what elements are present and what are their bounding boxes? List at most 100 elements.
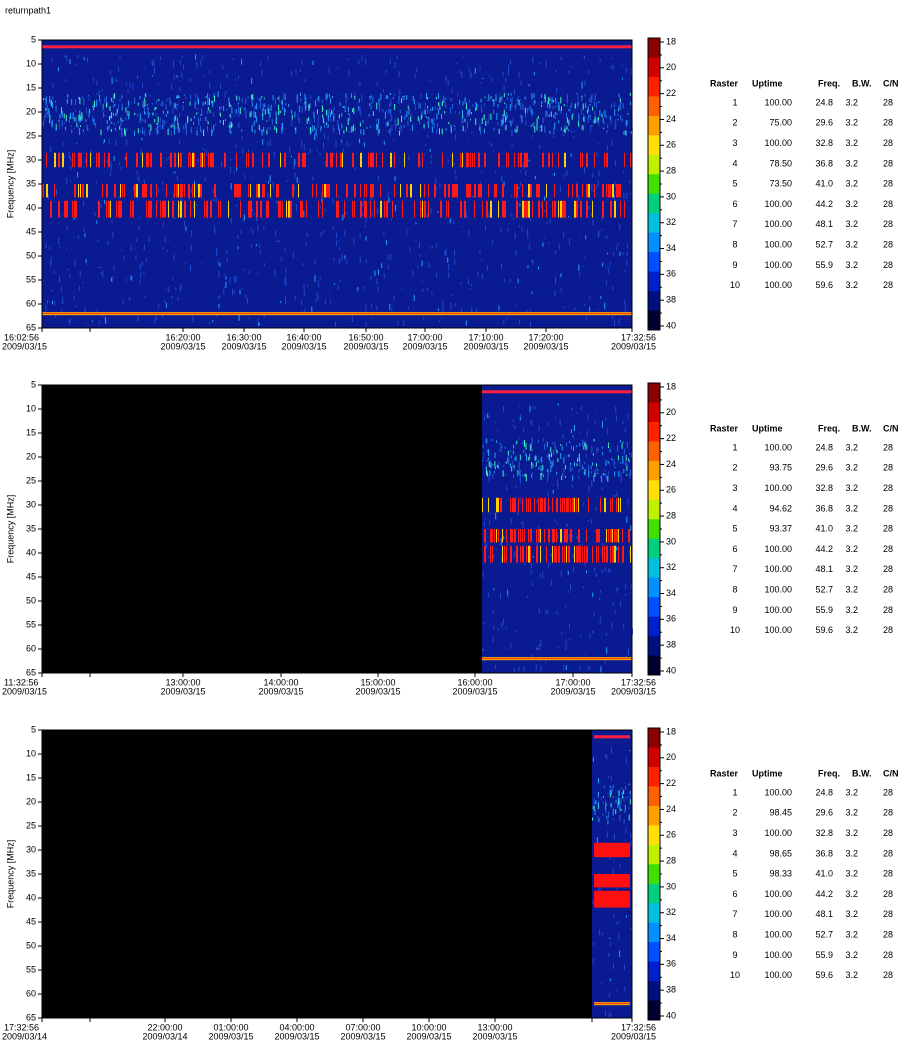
texture <box>608 568 610 573</box>
texture <box>625 757 627 764</box>
table-cell: 3.2 <box>845 97 858 107</box>
texture <box>606 145 608 151</box>
texture <box>139 118 141 120</box>
texture <box>450 302 452 310</box>
texture <box>164 300 166 303</box>
texture <box>229 277 231 284</box>
band <box>428 200 429 218</box>
texture <box>388 108 390 114</box>
texture <box>110 171 111 177</box>
band <box>96 152 97 168</box>
texture <box>615 799 617 803</box>
table-cell: 3.2 <box>845 158 858 168</box>
texture <box>303 143 305 151</box>
texture <box>437 211 439 213</box>
texture <box>260 129 262 131</box>
colorbar-segment <box>648 232 660 253</box>
texture <box>628 460 630 463</box>
texture <box>383 89 384 93</box>
texture <box>557 646 559 649</box>
texture <box>88 108 90 114</box>
y-tick-label: 60 <box>26 298 36 308</box>
band <box>556 497 558 513</box>
texture <box>238 122 240 129</box>
texture <box>496 464 498 468</box>
texture <box>523 665 525 672</box>
texture <box>522 76 523 78</box>
texture <box>330 299 331 301</box>
texture <box>507 457 509 463</box>
texture <box>614 124 616 130</box>
texture <box>79 120 81 124</box>
band <box>444 184 446 198</box>
texture <box>538 525 540 529</box>
band <box>582 152 583 168</box>
y-tick-label: 10 <box>26 58 36 68</box>
band <box>500 497 502 513</box>
texture <box>613 103 615 108</box>
texture <box>489 460 491 466</box>
band <box>342 152 343 168</box>
texture <box>310 95 312 99</box>
band <box>454 184 456 198</box>
texture <box>201 108 203 116</box>
texture <box>178 127 180 133</box>
texture <box>80 125 81 127</box>
table-cell: 28 <box>883 584 893 594</box>
table-cell: 3.2 <box>845 828 858 838</box>
texture <box>628 783 630 785</box>
texture <box>52 119 54 125</box>
texture <box>601 421 603 428</box>
texture <box>232 288 233 295</box>
texture <box>625 122 627 128</box>
band <box>360 184 361 198</box>
texture <box>324 132 325 139</box>
texture <box>557 403 559 406</box>
texture <box>531 472 533 474</box>
texture <box>374 270 376 277</box>
texture <box>47 111 49 118</box>
band <box>568 545 570 563</box>
texture <box>268 109 270 115</box>
texture <box>588 464 590 471</box>
texture <box>347 58 349 61</box>
texture <box>471 131 473 134</box>
band <box>526 497 527 513</box>
band <box>608 529 609 543</box>
band <box>492 529 493 543</box>
texture <box>59 117 61 120</box>
texture <box>256 141 258 143</box>
texture <box>513 465 515 469</box>
band <box>470 184 471 198</box>
texture <box>602 112 604 114</box>
texture <box>162 221 164 227</box>
texture <box>309 148 311 154</box>
texture <box>285 280 287 286</box>
texture <box>299 180 301 184</box>
texture <box>444 111 446 114</box>
texture <box>465 211 467 218</box>
band <box>488 497 489 513</box>
texture <box>498 462 500 465</box>
texture <box>569 464 571 471</box>
y-tick-label: 35 <box>26 178 36 188</box>
texture <box>222 65 224 70</box>
texture <box>243 268 245 272</box>
table-cell: 7 <box>732 909 737 919</box>
texture <box>568 71 570 75</box>
table-cell: 10 <box>730 280 740 290</box>
band <box>136 152 138 168</box>
band <box>144 184 146 198</box>
texture <box>235 276 237 282</box>
texture <box>518 187 520 189</box>
band <box>482 497 483 513</box>
texture <box>363 129 365 136</box>
table-cell: 28 <box>883 848 893 858</box>
texture <box>103 111 105 112</box>
texture <box>198 263 200 265</box>
texture <box>339 247 341 250</box>
texture <box>359 232 361 239</box>
texture <box>45 113 47 119</box>
texture <box>284 278 286 285</box>
band <box>166 184 167 198</box>
